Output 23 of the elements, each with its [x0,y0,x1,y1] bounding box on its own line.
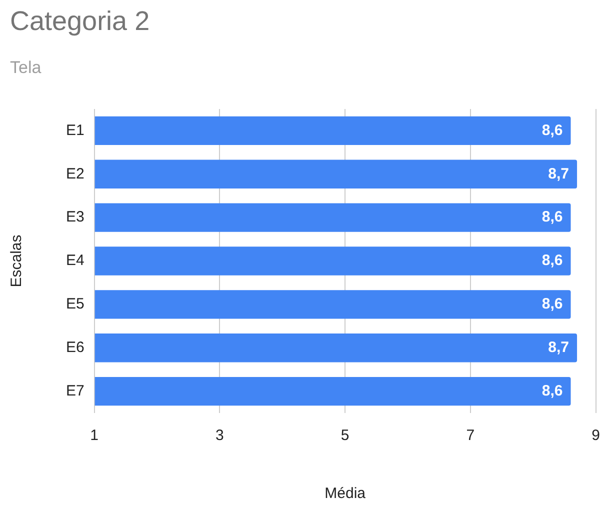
x-tick-label: 9 [592,427,600,444]
chart-title: Categoria 2 [10,6,150,37]
data-label: 8,6 [542,382,563,400]
y-tick-label: E3 [66,208,84,226]
y-tick-label: E4 [66,252,84,270]
chart-subtitle: Tela [10,58,42,78]
y-tick-label: E7 [66,382,84,400]
x-tick-label: 5 [340,427,350,444]
y-tick-label: E1 [66,122,84,139]
data-label: 8,6 [542,296,563,313]
data-label: 8,7 [548,165,570,182]
y-tick-label: E2 [66,165,84,182]
x-tick-label: 3 [216,427,224,444]
x-tick-label: 1 [90,427,99,444]
y-tick-label: E5 [66,296,84,313]
data-label: 8,6 [542,122,563,139]
x-axis-title: Média [324,485,366,502]
data-label: 8,7 [548,339,570,356]
data-label: 8,6 [542,252,563,270]
y-axis-title: Escalas [8,234,26,288]
data-label: 8,6 [542,208,563,226]
y-tick-label: E6 [66,339,84,356]
x-tick-label: 7 [466,427,475,444]
